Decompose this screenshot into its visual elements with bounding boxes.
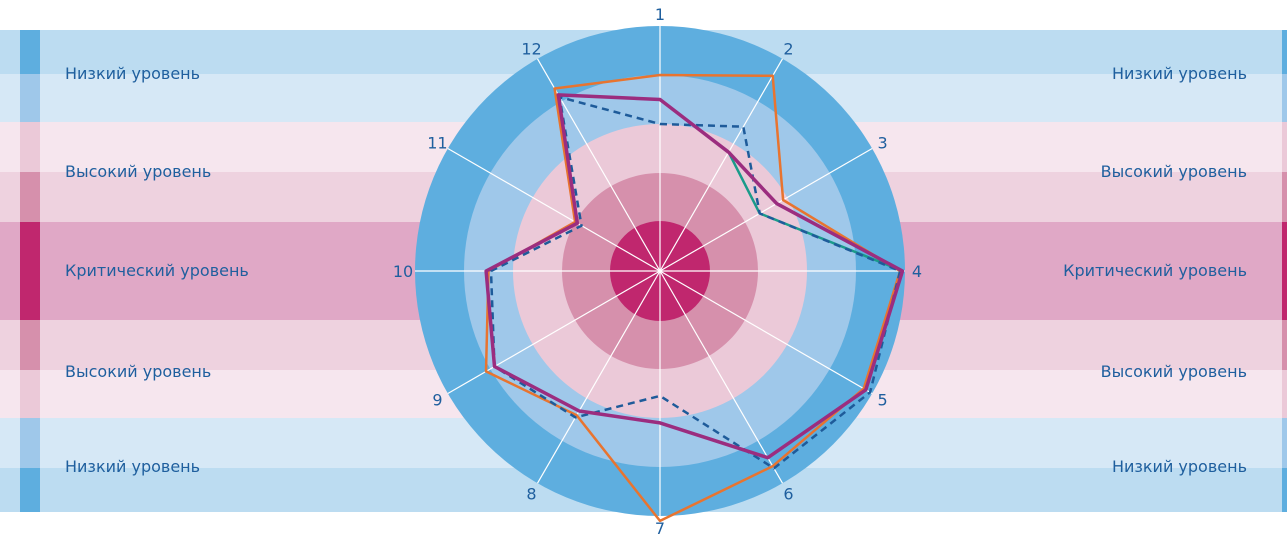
right-stripe-low-2 (1282, 74, 1287, 122)
right-stripe-high-4 (1282, 370, 1287, 418)
left-stripe-critical (20, 222, 40, 320)
right-stripe-high-1 (1282, 122, 1287, 172)
right-stripe-low-3 (1282, 418, 1287, 468)
spoke-11 (447, 147, 661, 272)
label-low-top-right: Низкий уровень (1111, 64, 1247, 83)
axis-label-8: 8 (526, 485, 536, 504)
label-high-bottom-right: Высокий уровень (1100, 362, 1247, 381)
spoke-6 (659, 270, 784, 484)
axis-label-1: 1 (655, 5, 665, 24)
left-stripe-low-4 (20, 468, 40, 512)
left-stripe-low-1 (20, 30, 40, 74)
right-stripe-high-3 (1282, 320, 1287, 370)
series-line-1 (484, 73, 902, 523)
left-stripe-high-3 (20, 320, 40, 370)
axis-label-7: 7 (655, 519, 665, 538)
label-low-bottom-left: Низкий уровень (65, 457, 201, 476)
label-low-top-left: Низкий уровень (65, 64, 201, 83)
axis-label-12: 12 (521, 39, 541, 58)
left-stripe-high-4 (20, 370, 40, 418)
axis-label-5: 5 (877, 391, 887, 410)
label-critical-left: Критический уровень (65, 261, 249, 280)
axis-label-2: 2 (783, 39, 793, 58)
axis-label-10: 10 (393, 262, 413, 281)
label-high-top-right: Высокий уровень (1100, 162, 1247, 181)
right-stripe-low-4 (1282, 468, 1287, 512)
right-stripe-low-1 (1282, 30, 1287, 74)
spoke-3 (659, 147, 873, 272)
label-high-bottom-left: Высокий уровень (65, 362, 212, 381)
label-critical-right: Критический уровень (1063, 261, 1247, 280)
spoke-8 (536, 270, 661, 484)
series-group (484, 73, 905, 523)
right-stripe-high-2 (1282, 172, 1287, 222)
axis-label-4: 4 (912, 262, 922, 281)
spoke-2 (659, 58, 784, 272)
series-line-4 (484, 93, 905, 460)
spoke-group (415, 26, 905, 516)
axis-label-3: 3 (877, 134, 887, 153)
label-high-top-left: Высокий уровень (65, 162, 212, 181)
left-stripe-low-2 (20, 74, 40, 122)
series-line-3 (489, 95, 902, 470)
left-stripe-low-3 (20, 418, 40, 468)
label-low-bottom-right: Низкий уровень (1111, 457, 1247, 476)
axis-label-11: 11 (427, 134, 447, 153)
left-stripe-high-2 (20, 172, 40, 222)
left-stripe-high-1 (20, 122, 40, 172)
axis-label-6: 6 (783, 485, 793, 504)
spoke-9 (447, 270, 661, 395)
axis-label-9: 9 (432, 391, 442, 410)
spoke-5 (659, 270, 873, 395)
right-stripe-critical (1282, 222, 1287, 320)
